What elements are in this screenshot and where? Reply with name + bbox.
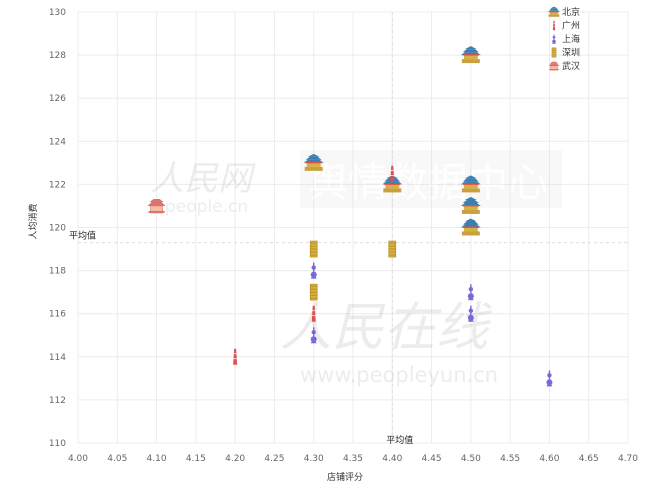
x-tick-label: 4.30 xyxy=(304,454,324,464)
watermark-top-brand: 人民网 xyxy=(150,159,256,199)
x-tick-label: 4.40 xyxy=(382,454,402,464)
data-point xyxy=(309,283,318,301)
watermark-bottom-brand: 人民在线 xyxy=(280,298,493,358)
x-tick-label: 4.25 xyxy=(264,454,284,464)
data-point xyxy=(388,240,397,258)
y-tick-label: 124 xyxy=(49,137,66,147)
data-point xyxy=(467,284,474,301)
data-point xyxy=(390,165,395,182)
watermark-bottom-url: www.peopleyun.cn xyxy=(300,363,498,387)
data-point xyxy=(309,240,318,258)
legend-marker xyxy=(551,47,557,58)
legend-marker xyxy=(552,34,556,44)
y-axis-title: 人均消费 xyxy=(27,203,39,239)
x-tick-label: 4.55 xyxy=(500,454,520,464)
data-point xyxy=(233,348,238,365)
x-tick-label: 4.00 xyxy=(68,454,88,464)
watermark-top-url: people.cn xyxy=(165,197,248,217)
data-point xyxy=(303,153,324,171)
x-average-label: 平均值 xyxy=(386,434,413,446)
watermark-top-center: 舆情数据中心 xyxy=(308,160,548,206)
legend-marker xyxy=(548,61,560,71)
legend-label: 广州 xyxy=(562,20,580,32)
data-point xyxy=(310,262,317,279)
y-tick-label: 114 xyxy=(49,353,66,363)
watermark-banner xyxy=(300,150,562,208)
data-point xyxy=(467,305,474,322)
grid xyxy=(77,11,629,444)
x-tick-label: 4.50 xyxy=(461,454,481,464)
data-point xyxy=(460,196,481,214)
legend-label: 上海 xyxy=(562,33,580,45)
x-tick-label: 4.70 xyxy=(618,454,638,464)
axes: 4.00 4.05 4.10 4.15 4.20 4.25 4.30 4.35 4.40 4.45… xyxy=(27,8,638,483)
y-tick-label: 120 xyxy=(49,224,66,234)
y-tick-label: 110 xyxy=(49,439,66,449)
data-point xyxy=(460,46,481,64)
data-point xyxy=(147,198,166,214)
y-tick-label: 116 xyxy=(49,310,66,320)
y-tick-label: 130 xyxy=(49,8,66,18)
x-tick-label: 4.45 xyxy=(422,454,442,464)
x-tick-label: 4.35 xyxy=(343,454,363,464)
x-tick-label: 4.20 xyxy=(225,454,245,464)
y-tick-label: 122 xyxy=(49,180,66,190)
legend-marker xyxy=(548,6,560,17)
legend-label: 武汉 xyxy=(562,60,580,72)
data-point xyxy=(460,175,481,193)
y-average-label: 平均值 xyxy=(69,230,96,242)
y-tick-label: 126 xyxy=(49,94,66,104)
y-tick-label: 128 xyxy=(49,51,66,61)
y-tick-label: 118 xyxy=(49,267,66,277)
legend-label: 北京 xyxy=(562,6,580,18)
watermark: 人民网 people.cn 舆情数据中心 人民在线 www.peopleyun.… xyxy=(150,150,562,387)
x-tick-label: 4.60 xyxy=(539,454,559,464)
data-point xyxy=(310,327,317,344)
data-point xyxy=(311,305,316,322)
legend-label: 深圳 xyxy=(562,48,580,59)
y-tick-label: 112 xyxy=(49,396,66,406)
data-point xyxy=(546,370,553,387)
legend-marker xyxy=(552,20,556,31)
x-tick-label: 4.15 xyxy=(186,454,206,464)
x-tick-label: 4.10 xyxy=(147,454,167,464)
x-tick-label: 4.65 xyxy=(579,454,599,464)
data-point xyxy=(460,218,481,236)
x-axis-title: 店铺评分 xyxy=(327,471,363,483)
x-tick-label: 4.05 xyxy=(107,454,127,464)
data-points xyxy=(147,46,553,387)
